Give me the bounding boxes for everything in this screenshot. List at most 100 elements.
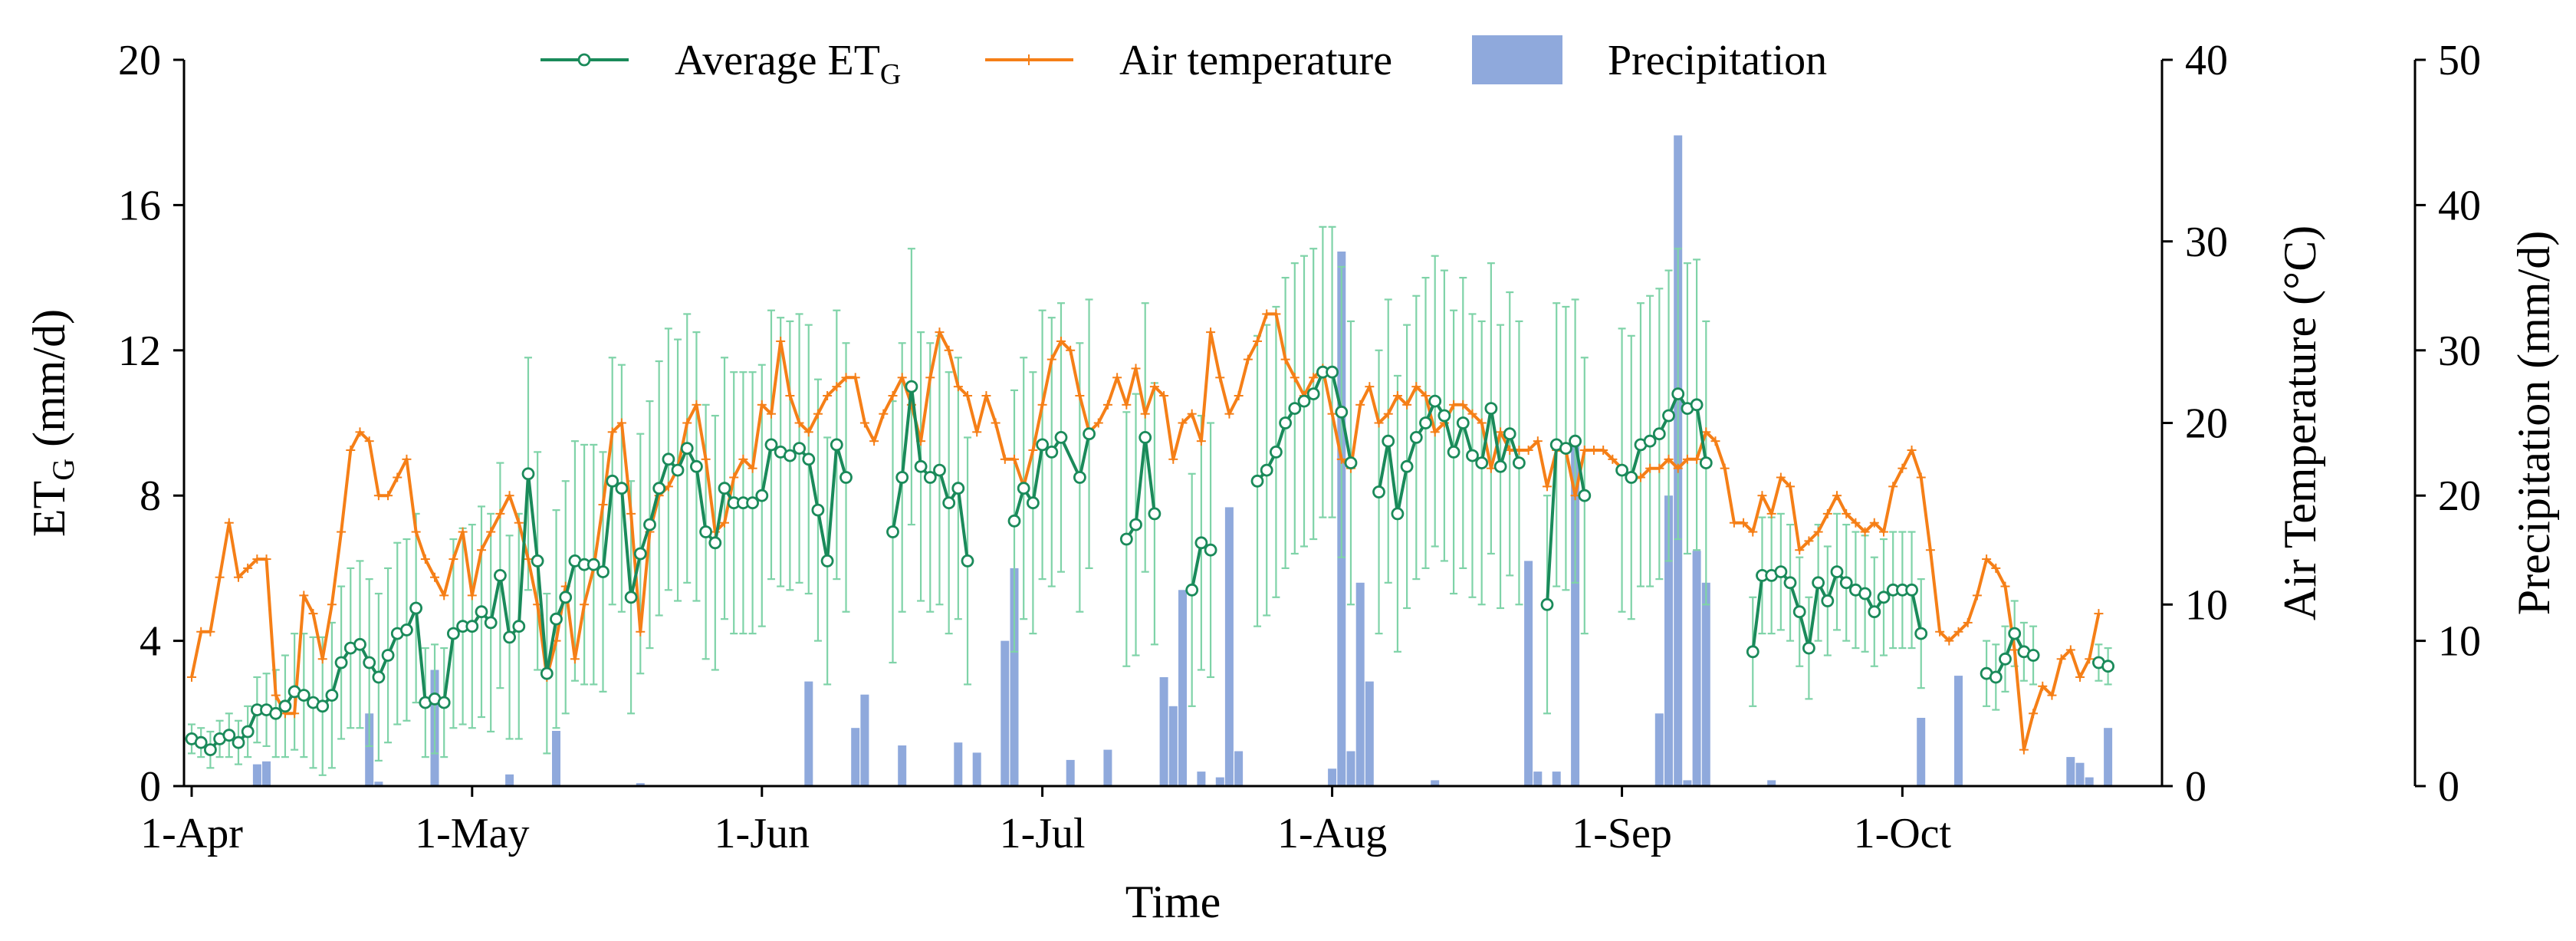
air-temperature-point <box>355 427 365 437</box>
et-point <box>1372 485 1385 498</box>
et-point <box>1306 387 1320 400</box>
legend-item-precipitation: Precipitation <box>1472 35 1827 84</box>
air-temperature-point <box>1206 327 1216 337</box>
et-point <box>1438 409 1451 423</box>
et-point <box>1690 398 1704 412</box>
air-temperature-point <box>1710 436 1720 446</box>
air-temperature-point <box>327 600 337 610</box>
x-axis-tick-label: 1-Sep <box>1572 810 1672 857</box>
air-temperature-point <box>1878 527 1888 537</box>
air-temperature-point <box>1972 591 1982 600</box>
et-point <box>1400 459 1414 473</box>
et-point <box>1493 459 1507 473</box>
air-temperature-point <box>1692 454 1702 464</box>
air-temperature-point <box>1421 390 1431 400</box>
et-point <box>671 463 685 477</box>
et-point <box>531 554 544 568</box>
et-point <box>1148 507 1162 521</box>
air-temperature-point <box>224 518 234 528</box>
air-temperature-point <box>1757 491 1767 501</box>
et-point <box>662 452 675 466</box>
et-point <box>718 482 731 495</box>
precip-bar <box>1215 777 1224 786</box>
air-temperature-point <box>1907 446 1917 456</box>
et-point <box>895 471 909 484</box>
air-temperature-point <box>233 572 243 582</box>
air-temperature-point <box>2009 645 2019 655</box>
air-temperature-point <box>785 390 795 400</box>
legend-item-temperature: Air temperature <box>985 37 1392 84</box>
air-temperature-point <box>271 690 281 700</box>
air-temperature-point <box>449 554 458 564</box>
air-temperature-point <box>1982 554 1992 564</box>
air-temperature-point <box>776 336 786 346</box>
legend: Average ETG Air temperature Precipitation <box>540 35 1827 90</box>
air-temperature-point <box>1093 418 1103 428</box>
air-temperature-point <box>1243 354 1253 364</box>
air-temperature-point <box>299 591 309 600</box>
et-point <box>1428 394 1442 408</box>
air-temperature-point <box>850 373 860 383</box>
air-temperature-point <box>1010 454 1020 464</box>
air-temperature-point <box>420 554 430 564</box>
air-temperature-point <box>925 373 935 383</box>
legend-label-temperature: Air temperature <box>1119 37 1392 84</box>
precip-bar <box>2085 777 2094 786</box>
air-temperature-point <box>2085 654 2095 664</box>
et-point <box>1783 576 1797 590</box>
air-temperature-point <box>504 491 514 501</box>
air-temperature-point <box>1673 463 1683 473</box>
et-point <box>951 482 965 495</box>
et-point <box>1054 431 1068 444</box>
left-axis-title: ETG (mm/d) <box>24 309 80 537</box>
air-temperature-point <box>2000 581 2010 591</box>
precip-bar <box>252 764 261 786</box>
air-temperature-point <box>458 527 468 537</box>
precip-bar <box>1178 590 1187 786</box>
precip-bar <box>552 731 560 786</box>
air-temperature-point <box>1598 446 1608 456</box>
et-point <box>923 471 937 484</box>
air-temperature-point <box>308 609 318 619</box>
precip-bar <box>1234 751 1244 786</box>
et-point <box>1073 471 1086 484</box>
air-temperature-point <box>682 418 692 428</box>
air-temperature-series <box>187 309 2104 755</box>
precip-bar <box>1346 751 1355 786</box>
air-temperature-point <box>1813 527 1823 537</box>
air-temperature-point <box>1589 446 1598 456</box>
et-point <box>1007 514 1021 528</box>
air-temperature-point <box>1467 409 1477 419</box>
air-temperature-point <box>832 382 842 392</box>
air-temperature-point <box>1355 400 1365 410</box>
air-temperature-point <box>963 390 973 400</box>
et-point <box>905 380 918 393</box>
air-temperature-point <box>243 563 253 573</box>
et-point <box>755 489 769 502</box>
et-point <box>1260 463 1273 477</box>
et-point <box>1625 471 1638 484</box>
air-temperature-point <box>616 418 626 428</box>
precip-bar <box>1917 718 1926 786</box>
temperature-axis-tick-label: 40 <box>2185 37 2228 84</box>
air-temperature-point <box>1664 454 1674 464</box>
et-point <box>325 689 339 702</box>
et-point <box>222 729 236 742</box>
x-axis-tick-label: 1-Oct <box>1854 810 1952 857</box>
air-temperature-point <box>1925 545 1935 555</box>
precip-bar <box>1001 640 1010 786</box>
et-point <box>764 438 778 452</box>
air-temperature-point <box>1869 518 1879 528</box>
air-temperature-point <box>1178 418 1188 428</box>
air-temperature-point <box>364 436 374 446</box>
precip-bar <box>851 728 860 786</box>
air-temperature-point <box>514 518 524 528</box>
x-axis-tick-label: 1-Aug <box>1277 810 1387 857</box>
et-point <box>297 689 310 702</box>
et-point <box>1409 431 1423 444</box>
et-point <box>278 699 292 713</box>
air-temperature-point <box>859 418 869 428</box>
air-temperature-point <box>1766 508 1776 518</box>
et-point <box>1652 427 1666 441</box>
air-temperature-point <box>1234 390 1244 400</box>
